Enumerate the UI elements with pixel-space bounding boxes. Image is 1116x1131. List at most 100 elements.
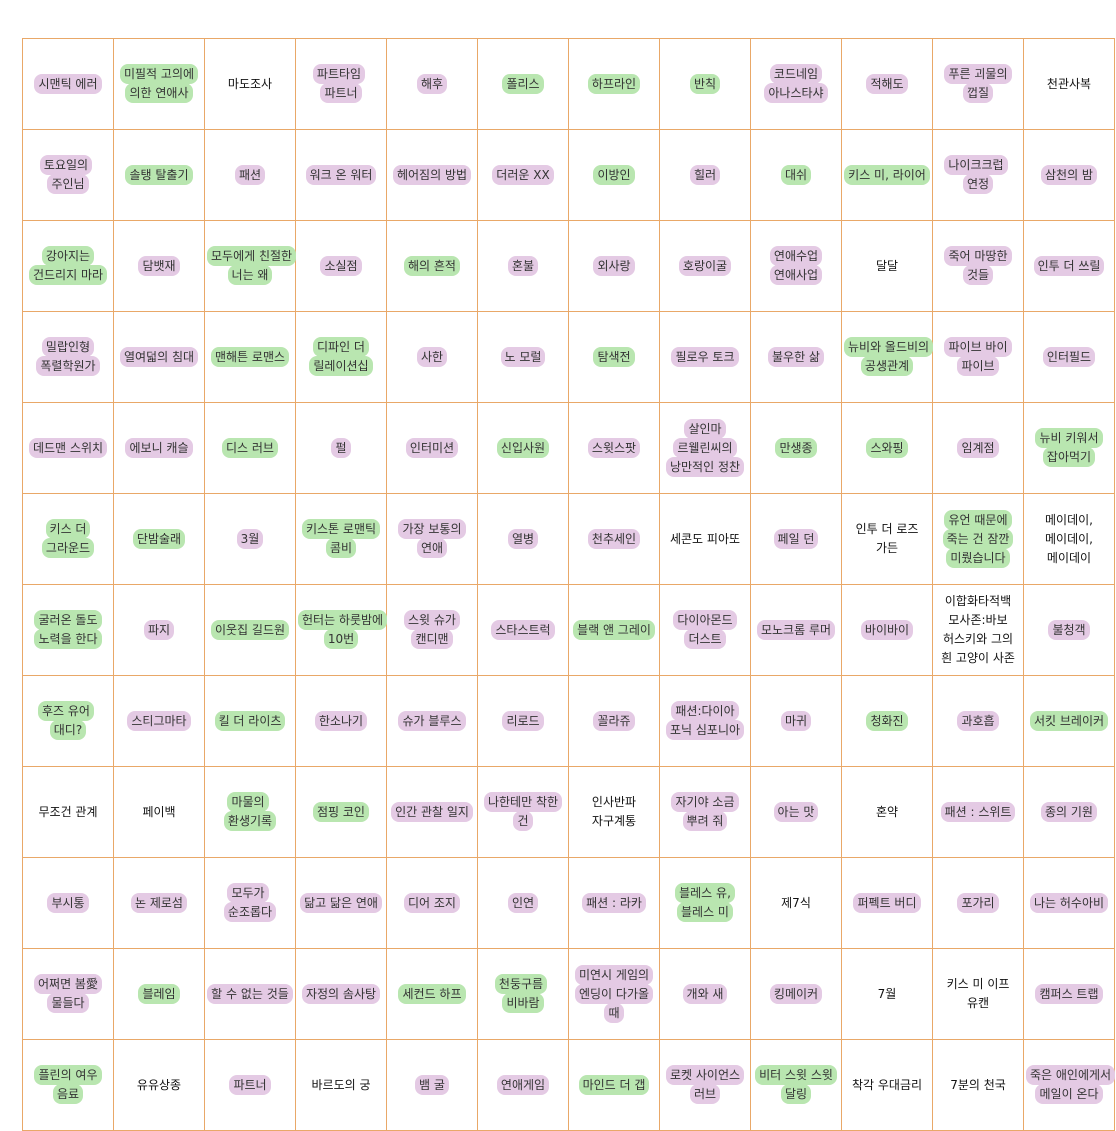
grid-cell: 키스 미, 라이어 — [841, 129, 933, 221]
grid-cell: 시맨틱 에러 — [22, 38, 114, 130]
title: 소실점 — [320, 255, 362, 276]
title: 유언 때문에 죽는 건 잠깐 미뤘습니다 — [942, 509, 1014, 568]
grid-cell: 바이바이 — [841, 584, 933, 676]
grid-cell: 캠퍼스 트랩 — [1023, 948, 1115, 1040]
title: 7분의 천국 — [950, 1077, 1006, 1092]
grid-row: 강아지는 건드리지 마라 담뱃재 모두에게 친절한 너는 왜 소실점 해의 흔적 혼불 외사… — [22, 220, 1115, 312]
title: 세컨드 하프 — [398, 983, 466, 1004]
grid-cell: 패션 : 라카 — [568, 857, 660, 949]
grid-cell: 스와핑 — [841, 402, 933, 494]
grid-cell: 파이브 바이 파이브 — [932, 311, 1024, 403]
title: 대쉬 — [780, 164, 812, 185]
grid-cell: 열병 — [477, 493, 569, 585]
title: 인투 더 쓰릴 — [1033, 255, 1105, 276]
title: 살인마 르웰린씨의 낭만적인 정찬 — [665, 418, 745, 477]
title: 개와 새 — [682, 983, 728, 1004]
title: 종의 기원 — [1041, 801, 1097, 822]
title: 킬 더 라이츠 — [214, 710, 286, 731]
grid-cell: 불우한 삶 — [750, 311, 842, 403]
title: 후즈 유어 대디? — [38, 701, 94, 740]
title: 토요일의 주인님 — [39, 155, 93, 194]
title: 달달 — [875, 258, 899, 273]
title: 다이아몬드 더스트 — [673, 610, 737, 649]
grid-cell: 살인마 르웰린씨의 낭만적인 정찬 — [659, 402, 751, 494]
grid-cell: 힐러 — [659, 129, 751, 221]
grid-cell: 소실점 — [295, 220, 387, 312]
title: 뉴비 키워서 잡아먹기 — [1035, 428, 1103, 467]
grid-cell: 헌터는 하룻밤에 10번 — [295, 584, 388, 676]
grid-row: 밀랍인형 폭렬학원가 열여덟의 침대 맨해튼 로맨스 디파인 더 릴레이션십 사한 노 모… — [22, 311, 1115, 403]
title: 리로드 — [502, 710, 544, 731]
grid-cell: 폴리스 — [477, 38, 569, 130]
grid-cell: 닮고 닮은 연애 — [295, 857, 387, 949]
grid-cell: 종의 기원 — [1023, 766, 1115, 858]
grid-cell: 단밤술래 — [113, 493, 205, 585]
grid-cell: 담뱃재 — [113, 220, 205, 312]
grid-cell: 마귀 — [750, 675, 842, 767]
grid-cell: 유언 때문에 죽는 건 잠깐 미뤘습니다 — [932, 493, 1024, 585]
grid-cell: 해후 — [386, 38, 478, 130]
title: 디어 조지 — [404, 892, 460, 913]
grid-cell: 미연시 게임의 엔딩이 다가올 때 — [568, 948, 660, 1040]
title: 3월 — [236, 528, 264, 549]
grid-cell: 대쉬 — [750, 129, 842, 221]
grid-cell: 자기야 소금 뿌려 줘 — [659, 766, 751, 858]
grid-cell: 연애수업 연애사업 — [750, 220, 842, 312]
title: 스윗스팟 — [587, 437, 641, 458]
title: 미연시 게임의 엔딩이 다가올 때 — [574, 964, 654, 1023]
title: 스티그마타 — [127, 710, 191, 731]
title: 인터필드 — [1042, 346, 1096, 367]
title: 인사반파 자구계통 — [591, 795, 637, 828]
grid-cell: 세콘도 피아또 — [659, 493, 751, 585]
title: 할 수 없는 것들 — [207, 983, 293, 1004]
grid-cell: 토요일의 주인님 — [22, 129, 114, 221]
grid-cell: 키스 더 그라운드 — [22, 493, 114, 585]
title: 킹메이커 — [769, 983, 823, 1004]
title: 모두에게 친절한 너는 왜 — [207, 246, 297, 285]
title: 패션 : 스위트 — [940, 801, 1016, 822]
title: 솔탱 탈출기 — [125, 164, 193, 185]
grid-cell: 데드맨 스위치 — [22, 402, 114, 494]
grid-cell: 논 제로섬 — [113, 857, 205, 949]
title: 헌터는 하룻밤에 10번 — [298, 610, 388, 649]
title: 마귀 — [780, 710, 812, 731]
grid-cell: 꼴라쥬 — [568, 675, 660, 767]
title: 열여덟의 침대 — [119, 346, 199, 367]
title: 마도조사 — [227, 76, 273, 91]
grid-cell: 이합화타적백 모사존:바보 허스키와 그의 흰 고양이 사존 — [932, 584, 1024, 676]
grid-cell: 점핑 코인 — [295, 766, 387, 858]
title: 유유상종 — [136, 1077, 182, 1092]
title: 파트너 — [229, 1074, 271, 1095]
title: 무조건 관계 — [38, 804, 98, 819]
title: 임계점 — [957, 437, 999, 458]
grid-cell: 파트타임 파트너 — [295, 38, 387, 130]
title: 미필적 고의에 의한 연애사 — [119, 64, 199, 103]
title: 뱀 굴 — [415, 1074, 449, 1095]
title: 패션 : 라카 — [582, 892, 646, 913]
grid-cell: 자정의 솜사탕 — [295, 948, 387, 1040]
title: 죽어 마땅한 것들 — [944, 246, 1012, 285]
title: 인터미션 — [405, 437, 459, 458]
title: 디스 러브 — [222, 437, 278, 458]
grid-cell: 모노크롬 루머 — [750, 584, 842, 676]
grid-cell: 코드네임 아나스타샤 — [750, 38, 842, 130]
grid-row: 토요일의 주인님 솔탱 탈출기 패션 워크 온 워터 헤어짐의 방법 더러운 XX 이방인 힐… — [22, 129, 1115, 221]
grid-cell: 디스 러브 — [204, 402, 296, 494]
title: 착각 우대금리 — [851, 1077, 923, 1092]
title: 폴리스 — [502, 73, 544, 94]
title: 혼불 — [507, 255, 539, 276]
grid-cell: 키스톤 로맨틱 콤비 — [295, 493, 387, 585]
grid-cell: 할 수 없는 것들 — [204, 948, 296, 1040]
title: 패션:다이아 포닉 심포니아 — [665, 701, 745, 740]
title: 이합화타적백 모사존:바보 허스키와 그의 흰 고양이 사존 — [941, 594, 1015, 665]
title: 천추세인 — [587, 528, 641, 549]
title: 블레스 유, 블레스 미 — [675, 883, 735, 922]
grid-cell: 플린의 여우 음료 — [22, 1039, 114, 1131]
title: 제7식 — [781, 895, 811, 910]
title: 디파인 더 릴레이션십 — [309, 337, 373, 376]
grid-cell: 무조건 관계 — [22, 766, 114, 858]
grid-cell: 한소나기 — [295, 675, 387, 767]
grid-cell: 더러운 XX — [477, 129, 569, 221]
grid-cell: 워크 온 워터 — [295, 129, 387, 221]
grid-cell: 3월 — [204, 493, 296, 585]
